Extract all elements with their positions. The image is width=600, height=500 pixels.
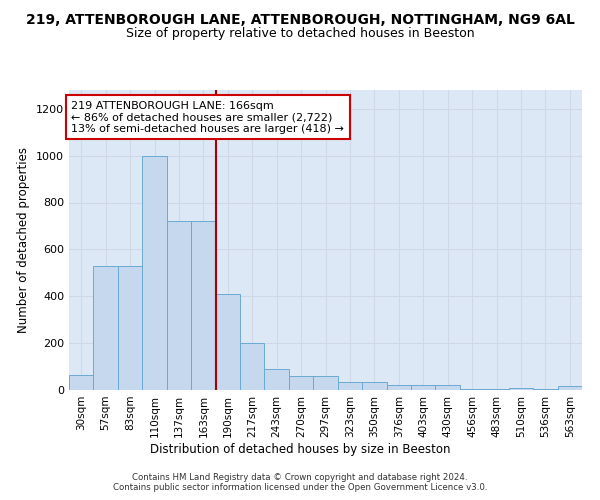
Y-axis label: Number of detached properties: Number of detached properties: [17, 147, 31, 333]
Bar: [69, 375, 94, 390]
Bar: [362, 382, 386, 390]
Bar: [411, 386, 436, 390]
Bar: [338, 382, 362, 390]
Bar: [484, 389, 509, 390]
Bar: [191, 221, 215, 390]
Text: Size of property relative to detached houses in Beeston: Size of property relative to detached ho…: [125, 28, 475, 40]
Bar: [94, 266, 118, 390]
Bar: [386, 386, 411, 390]
Bar: [460, 389, 484, 390]
Bar: [289, 376, 313, 390]
Bar: [215, 294, 240, 390]
Bar: [533, 389, 557, 390]
Bar: [167, 221, 191, 390]
Text: Contains HM Land Registry data © Crown copyright and database right 2024.: Contains HM Land Registry data © Crown c…: [132, 472, 468, 482]
Bar: [142, 156, 167, 390]
Bar: [118, 266, 142, 390]
Text: Contains public sector information licensed under the Open Government Licence v3: Contains public sector information licen…: [113, 484, 487, 492]
Text: 219, ATTENBOROUGH LANE, ATTENBOROUGH, NOTTINGHAM, NG9 6AL: 219, ATTENBOROUGH LANE, ATTENBOROUGH, NO…: [26, 12, 574, 26]
Bar: [557, 386, 582, 390]
Text: 219 ATTENBOROUGH LANE: 166sqm
← 86% of detached houses are smaller (2,722)
13% o: 219 ATTENBOROUGH LANE: 166sqm ← 86% of d…: [71, 100, 344, 134]
Bar: [509, 388, 533, 390]
Bar: [313, 376, 338, 390]
Bar: [265, 369, 289, 390]
Bar: [436, 386, 460, 390]
Text: Distribution of detached houses by size in Beeston: Distribution of detached houses by size …: [150, 442, 450, 456]
Bar: [240, 343, 265, 390]
